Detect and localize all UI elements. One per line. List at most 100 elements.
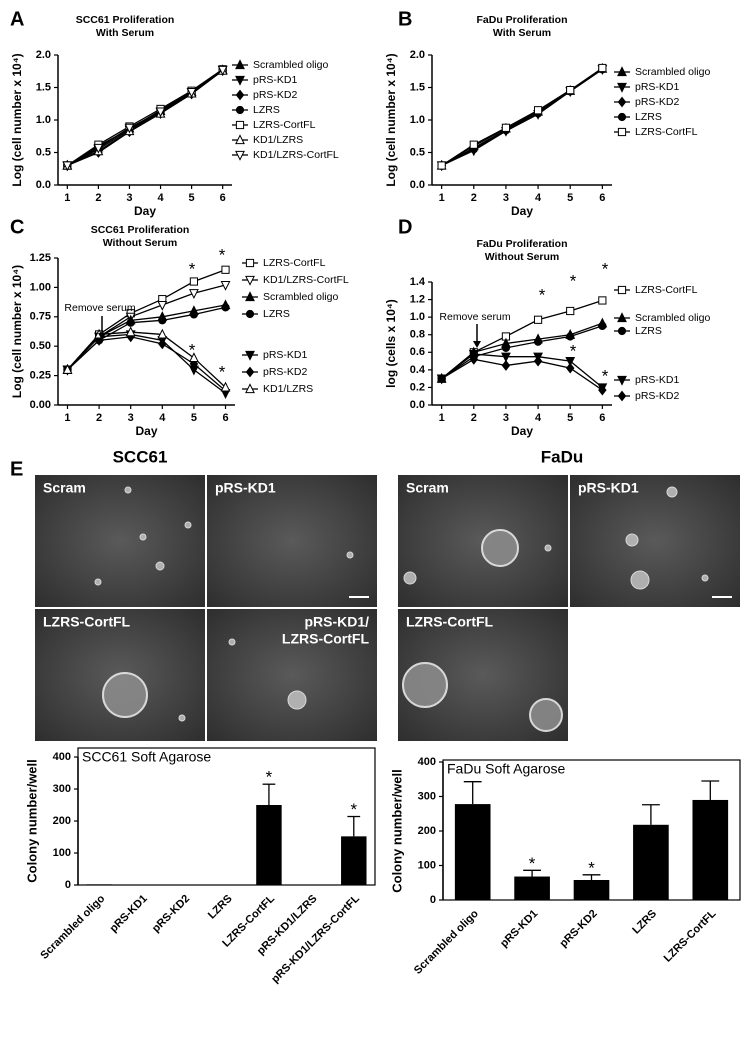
bar (633, 824, 669, 900)
y-tick-label: 0.50 (30, 340, 51, 352)
y-tick-label: 200 (418, 825, 436, 837)
annotation: * (588, 858, 595, 877)
micrograph (570, 475, 740, 607)
arrow-head (98, 333, 106, 340)
x-tick-label: 4 (159, 412, 166, 424)
marker (598, 384, 607, 396)
marker (157, 300, 168, 311)
annotation: * (529, 854, 536, 873)
legend-marker (617, 96, 627, 108)
legend-label: KD1/LZRS-CortFL (253, 149, 339, 161)
chart-title: FaDu Proliferation (476, 14, 567, 26)
legend-marker (617, 312, 627, 323)
legend-label: pRS-KD2 (253, 89, 298, 101)
cell (178, 714, 186, 722)
group-title: FaDu (541, 447, 584, 466)
chart-title: FaDu Proliferation (476, 238, 567, 250)
legend-marker (617, 127, 627, 137)
bar (86, 884, 112, 885)
y-tick-label: 1.25 (30, 252, 51, 264)
bar (692, 799, 729, 900)
legend-label: pRS-KD2 (635, 96, 680, 108)
series-line (67, 70, 224, 167)
y-tick-label: 1.0 (410, 114, 425, 126)
legend-marker (617, 285, 627, 295)
x-axis-label: Day (134, 204, 156, 218)
legend-label: LZRS-CortFL (253, 119, 316, 131)
cell (630, 570, 650, 590)
annotation: * (570, 341, 577, 360)
x-tick-label: 1 (64, 412, 70, 424)
series-line (67, 69, 224, 167)
y-axis-label: Log (cell number x 10⁴) (10, 265, 24, 398)
y-tick-label: 0.0 (410, 179, 425, 191)
series-line (67, 284, 226, 371)
cell (481, 529, 519, 567)
legend-label: Scrambled oligo (253, 59, 328, 71)
cell (184, 521, 192, 529)
legend-label: KD1/LZRS-CortFL (263, 274, 349, 286)
annotation: * (602, 366, 609, 385)
series-line (67, 306, 226, 371)
series-line (66, 269, 226, 371)
marker (221, 265, 230, 274)
annotation: * (570, 271, 577, 290)
panel-label: E (10, 458, 23, 480)
marker (155, 107, 166, 118)
error-bar (262, 783, 276, 805)
cell (94, 578, 102, 586)
annotation: * (219, 362, 226, 381)
marker (598, 296, 607, 305)
legend-marker (617, 82, 627, 93)
x-tick-label: 2 (95, 192, 101, 204)
y-tick-label: 300 (53, 783, 71, 795)
x-tick-label: 1 (439, 412, 445, 424)
chart-title: FaDu Soft Agarose (447, 761, 566, 777)
marker (501, 343, 511, 352)
marker (126, 318, 135, 327)
micrograph-label: Scram (406, 480, 449, 496)
cell (701, 574, 709, 582)
series-line (67, 333, 226, 394)
legend-label: LZRS-CortFL (635, 126, 698, 138)
legend-label: Scrambled oligo (635, 66, 710, 78)
error-bar (582, 874, 601, 880)
x-tick-label: pRS-KD1/LZRS-CortFL (269, 892, 362, 985)
legend-label: pRS-KD2 (263, 366, 308, 378)
micrograph-label: LZRS-CortFL (282, 631, 370, 647)
y-tick-label: 0 (430, 894, 436, 906)
x-tick-label: 3 (126, 192, 132, 204)
y-tick-label: 0.4 (410, 364, 426, 376)
x-tick-label: 4 (535, 192, 542, 204)
legend-label: LZRS (635, 325, 662, 337)
legend-label: LZRS (263, 308, 290, 320)
legend-marker (235, 59, 245, 70)
y-tick-label: 2.0 (36, 49, 51, 61)
marker (566, 332, 575, 341)
x-tick-label: 5 (189, 192, 195, 204)
annotation: Remove serum (439, 311, 510, 323)
series-line (441, 358, 603, 391)
plot-frame (77, 747, 376, 886)
y-tick-label: 1.0 (36, 114, 51, 126)
legend-marker (245, 383, 255, 394)
annotation: * (219, 245, 226, 264)
marker (533, 315, 543, 324)
cell (124, 486, 132, 494)
chart-subtitle: With Serum (493, 27, 551, 39)
series-line (441, 67, 603, 167)
x-tick-label: 2 (471, 192, 477, 204)
legend-marker (235, 105, 245, 115)
legend-marker (245, 291, 255, 302)
x-tick-label: Scrambled oligo (38, 892, 107, 961)
micrograph (207, 609, 377, 741)
legend-label: LZRS-CortFL (635, 284, 698, 296)
series-line (441, 353, 603, 388)
x-tick-label: 6 (599, 412, 605, 424)
legend-marker (235, 150, 245, 161)
error-bar (347, 815, 361, 837)
annotation: * (189, 259, 196, 278)
marker (501, 123, 511, 132)
y-tick-label: 0.6 (410, 346, 425, 358)
legend-marker (245, 275, 255, 286)
